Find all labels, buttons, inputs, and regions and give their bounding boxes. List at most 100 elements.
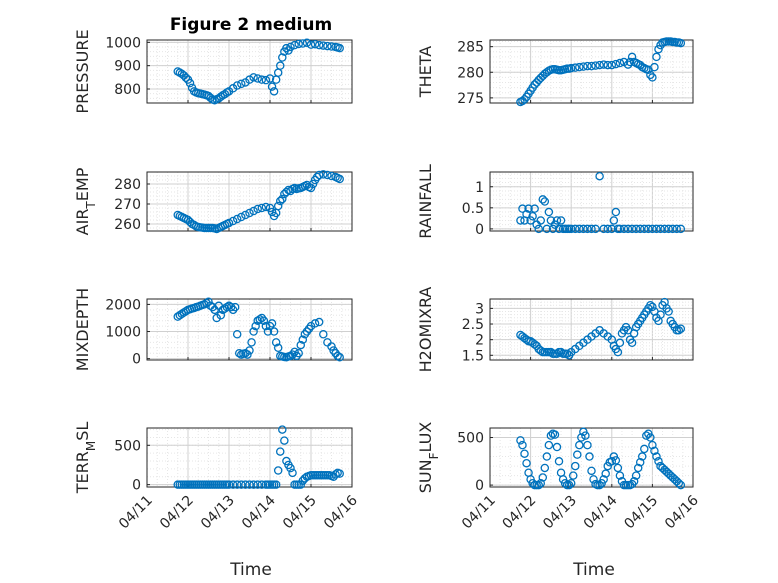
data-point: [323, 170, 332, 180]
data-point: [575, 224, 584, 234]
axes-box: [146, 298, 353, 361]
data-point: [599, 224, 608, 234]
data-point: [294, 348, 303, 358]
y-label-subscript: M: [84, 441, 98, 451]
data-point: [652, 52, 661, 62]
data-point: [581, 431, 590, 440]
data-point: [243, 350, 252, 359]
data-point: [607, 457, 617, 466]
y-tick-label: 270: [114, 197, 141, 213]
data-point: [583, 224, 592, 234]
data-point: [587, 466, 596, 476]
data-point: [646, 433, 655, 442]
data-point: [245, 480, 254, 489]
data-point: [542, 452, 552, 461]
y-axis-label: THETA: [416, 46, 435, 98]
data-point: [335, 174, 344, 184]
data-point: [640, 224, 649, 234]
data-point: [554, 224, 564, 234]
data-point: [599, 475, 608, 484]
data-point: [646, 70, 655, 80]
data-point: [589, 475, 598, 484]
axes-box: [489, 427, 694, 488]
data-point: [224, 218, 234, 228]
data-point: [327, 342, 336, 351]
data-point: [676, 38, 686, 48]
y-axis-label: SUNFLUX: [416, 422, 441, 494]
data-point: [310, 319, 320, 328]
data-point: [664, 307, 673, 316]
data-point: [564, 480, 574, 490]
data-point: [627, 338, 637, 348]
data-point: [265, 203, 275, 213]
data-point: [571, 63, 580, 72]
subplot-theta: 275 280 285 THETA: [416, 37, 694, 107]
y-tick-label: 500: [457, 431, 484, 447]
axes-box: [489, 171, 694, 232]
data-point: [518, 440, 527, 450]
data-point: [648, 302, 657, 312]
data-point: [257, 75, 267, 84]
data-point: [237, 212, 246, 222]
data-point: [282, 43, 291, 53]
data-point: [335, 43, 344, 53]
data-point: [249, 73, 258, 82]
data-point: [552, 349, 562, 358]
y-label-part: SL: [73, 422, 92, 441]
y-tick-label: 280: [114, 177, 141, 193]
data-point: [302, 38, 312, 48]
data-point: [571, 461, 580, 471]
subplot-h2omixra: 1.522.53 H2OMIXRA: [416, 287, 694, 373]
data-point: [234, 348, 244, 358]
data-point: [591, 224, 600, 234]
y-label-part: H2OMIXRA: [416, 287, 435, 373]
y-tick-label: 3: [475, 301, 484, 317]
data-point: [241, 480, 250, 489]
data-point: [261, 75, 271, 85]
data-point: [232, 329, 242, 339]
data-point: [536, 346, 546, 355]
y-label-part: AIR: [73, 209, 92, 236]
data-point: [566, 478, 576, 488]
data-point: [556, 347, 566, 357]
data-point: [232, 81, 242, 90]
data-point: [253, 480, 262, 489]
y-tick-label: 0: [475, 478, 484, 494]
data-point: [642, 431, 651, 440]
data-point: [548, 224, 558, 234]
data-point: [237, 79, 246, 89]
y-tick-label: 1: [475, 180, 484, 196]
data-point: [654, 44, 663, 54]
data-point: [249, 327, 258, 336]
data-point: [290, 40, 299, 50]
y-tick-label: 1000: [105, 35, 141, 51]
data-point: [255, 315, 264, 324]
data-point: [562, 349, 572, 358]
data-point: [288, 468, 297, 478]
data-point: [241, 210, 250, 220]
y-label-part: THETA: [416, 46, 435, 98]
data-point: [546, 347, 556, 357]
data-point: [676, 480, 686, 490]
data-point: [656, 224, 665, 234]
data-point: [278, 53, 287, 62]
data-point: [544, 207, 554, 217]
data-point: [237, 480, 246, 489]
y-axis-label: TERRMSL: [73, 422, 98, 495]
data-point: [253, 204, 262, 214]
y-axis-label: PRESSURE: [73, 29, 92, 113]
data-point: [674, 478, 684, 488]
data-point: [528, 211, 537, 221]
data-point: [536, 478, 546, 488]
data-point: [216, 311, 226, 320]
data-point: [296, 340, 305, 350]
y-tick-label: 285: [457, 40, 484, 56]
data-point: [575, 440, 584, 450]
data-point: [516, 436, 525, 445]
data-point: [298, 335, 308, 344]
figure-title: Figure 2 medium: [170, 15, 332, 35]
data-point: [650, 62, 659, 72]
data-point: [607, 224, 617, 234]
